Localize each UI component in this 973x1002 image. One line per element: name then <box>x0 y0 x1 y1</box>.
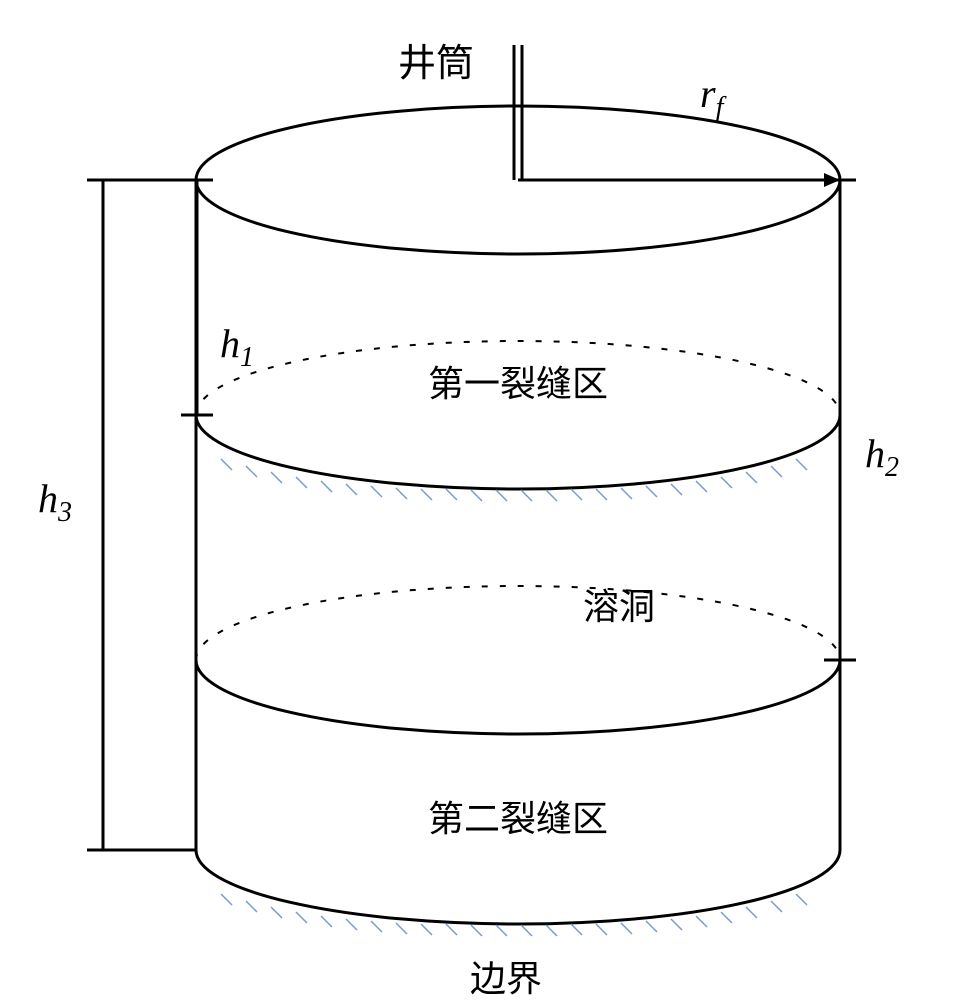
zone1-bottom-front <box>196 415 840 489</box>
zone2-label: 第二裂缝区 <box>428 790 608 842</box>
cave-label: 溶洞 <box>583 578 655 630</box>
zone2-top-back <box>196 586 840 660</box>
h3-label: h3 <box>38 475 72 529</box>
boundary-label: 边界 <box>470 950 542 1002</box>
zone1-hatch <box>221 459 807 501</box>
zone2-hatch <box>221 894 807 936</box>
h2-label: h2 <box>865 430 899 484</box>
zone2-bottom-front <box>196 850 840 924</box>
wellbore-label: 井筒 <box>398 32 474 87</box>
h1-label: h1 <box>220 320 254 374</box>
zone1-label: 第一裂缝区 <box>428 355 608 407</box>
diagram-svg <box>0 0 973 1000</box>
rf-label: rf <box>700 70 723 124</box>
zone2-top-front <box>196 660 840 734</box>
